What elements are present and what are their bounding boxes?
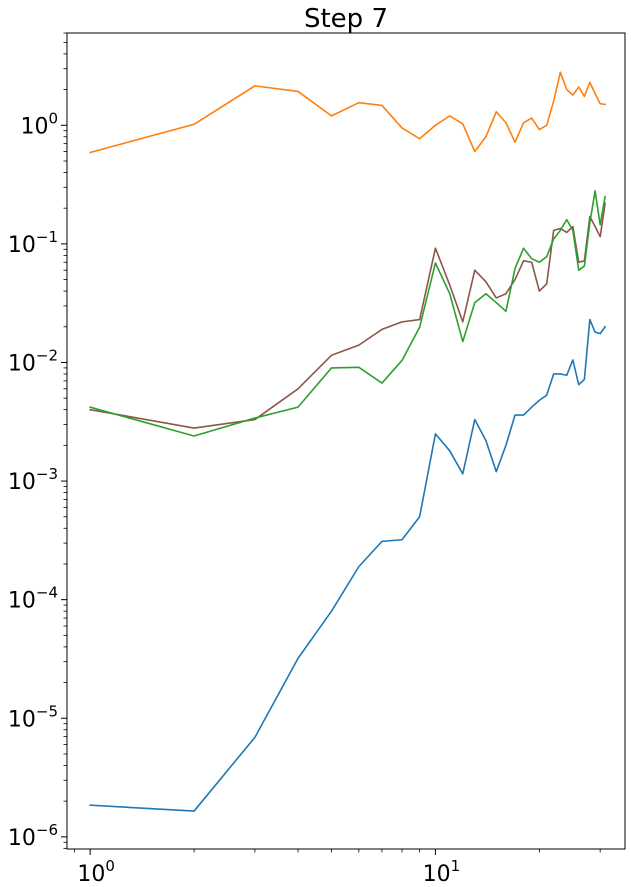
y-tick-label: 100 xyxy=(20,109,58,139)
series-line-3 xyxy=(89,190,607,437)
series-line-2 xyxy=(89,202,607,429)
y-tick-label: 10−2 xyxy=(8,346,58,376)
y-tick-label: 10−1 xyxy=(8,228,58,258)
plot-frame xyxy=(66,32,626,850)
y-tick-label: 10−4 xyxy=(8,584,58,614)
y-tick-label: 10−3 xyxy=(8,465,58,495)
series-layer xyxy=(89,71,607,812)
y-tick-label: 10−5 xyxy=(8,702,58,732)
x-tick-label: 100 xyxy=(77,857,115,887)
series-line-4 xyxy=(89,318,607,812)
x-tick-label: 101 xyxy=(423,857,461,887)
y-tick-label: 10−6 xyxy=(8,821,58,851)
series-line-1 xyxy=(89,71,607,154)
chart-title: Step 7 xyxy=(304,4,388,34)
axes-layer: 10−6 10−5 10−4 10−3 10−2 10−1 100 100 101 xyxy=(8,32,626,887)
